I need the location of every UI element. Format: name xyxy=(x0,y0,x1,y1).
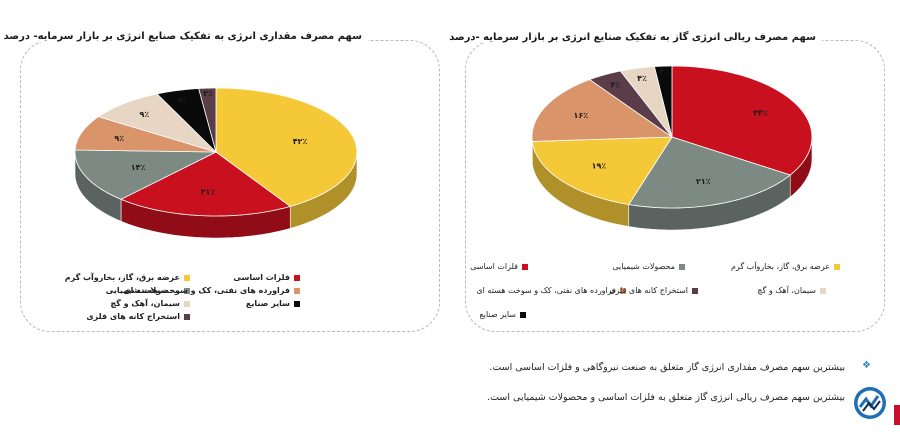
legend-swatch xyxy=(520,311,526,318)
note-text: بیشترین سهم مصرف ریالی انرژی گاز متعلق ب… xyxy=(487,392,845,403)
pie-data-label: ۵٪ xyxy=(178,96,188,105)
right-legend-item: استخراج کانه های فلزی xyxy=(609,286,698,295)
pie-data-label: ۴٪ xyxy=(637,74,647,83)
corner-accent xyxy=(894,405,900,425)
legend-label: محصولات شیمیایی xyxy=(612,262,675,271)
legend-label: سیمان، آهک و گچ xyxy=(757,286,816,295)
left-legend-item: فلزات اساسی xyxy=(233,273,300,282)
right-legend-item: محصولات شیمیایی xyxy=(612,262,685,271)
pie-slice xyxy=(120,151,292,217)
legend-swatch xyxy=(184,300,190,307)
pie-data-label: ۳۴٪ xyxy=(753,108,768,117)
legend-swatch xyxy=(620,287,626,294)
left-legend-item: استخراج کانه های فلزی xyxy=(86,312,190,321)
legend-label: فلزات اساسی xyxy=(233,273,290,282)
pie-slice xyxy=(74,149,217,200)
right-legend-item: عرضه برق، گاز، بخاروآب گرم xyxy=(731,262,840,271)
pie-data-label: ۹٪ xyxy=(140,110,150,119)
legend-label: استخراج کانه های فلزی xyxy=(609,286,688,295)
legend-label: فراورده های نفتی، کک و سوخت هسته ای xyxy=(123,286,290,295)
legend-label: سیمان، آهک و گچ xyxy=(110,299,180,308)
pie-slice xyxy=(531,136,673,205)
pie-data-label: ۲٪ xyxy=(659,68,669,77)
pie-slice xyxy=(198,87,217,153)
legend-swatch xyxy=(294,274,300,281)
right-legend-item: فراورده های نفتی، کک و سوخت هسته ای xyxy=(476,286,626,295)
pie-slice xyxy=(74,116,217,153)
pie-slice xyxy=(215,87,358,207)
brand-logo-icon xyxy=(854,387,886,419)
right-legend-item: سایر صنایع xyxy=(480,310,526,319)
legend-label: استخراج کانه های فلزی xyxy=(86,312,180,321)
pie-data-label: ۱۶٪ xyxy=(573,111,588,120)
legend-swatch xyxy=(834,263,840,270)
note-text: بیشترین سهم مصرف مقداری انرژی گاز متعلق … xyxy=(489,362,845,373)
pie-data-label: ۲٪ xyxy=(203,89,213,98)
right-legend-item: فلزات اساسی xyxy=(470,262,528,271)
pie-slice xyxy=(531,79,674,142)
pie-slice xyxy=(653,65,673,138)
pie-slice xyxy=(588,70,673,138)
legend-swatch xyxy=(294,287,300,294)
pie-data-label: ۲۱٪ xyxy=(696,177,711,186)
legend-label: عرضه برق، گاز، بخاروآب گرم xyxy=(64,273,180,282)
pie-data-label: ۱۹٪ xyxy=(592,162,607,171)
pie-slice xyxy=(671,65,813,176)
legend-swatch xyxy=(294,300,300,307)
pie-data-label: ۴۲٪ xyxy=(293,137,308,146)
pie-data-label: ۲۱٪ xyxy=(201,188,216,197)
legend-label: سایر صنایع xyxy=(245,299,290,308)
left-legend-item: سیمان، آهک و گچ xyxy=(110,299,190,308)
left-legend-item: عرضه برق، گاز، بخاروآب گرم xyxy=(65,273,190,282)
pie-slice xyxy=(97,93,217,153)
pie-data-label: ۹٪ xyxy=(114,134,124,143)
legend-label: محصولات شیمیایی xyxy=(105,286,180,295)
bullet-icon: ❖ xyxy=(862,360,871,371)
legend-label: عرضه برق، گاز، بخاروآب گرم xyxy=(730,262,830,271)
pie-data-label: ۴٪ xyxy=(610,81,620,90)
legend-label: فراورده های نفتی، کک و سوخت هسته ای xyxy=(476,286,616,295)
legend-swatch xyxy=(184,287,190,294)
legend-label: سایر صنایع xyxy=(479,310,516,319)
legend-swatch xyxy=(820,287,826,294)
left-chart-title: سهم مصرف مقداری انرژی به تفکیک صنایع انر… xyxy=(0,31,368,42)
pie-slice xyxy=(628,136,792,209)
legend-swatch xyxy=(692,287,698,294)
right-legend-item: سیمان، آهک و گچ xyxy=(757,286,826,295)
legend-swatch xyxy=(679,263,685,270)
legend-swatch xyxy=(184,313,190,320)
legend-swatch xyxy=(522,263,528,270)
left-legend-item: محصولات شیمیایی xyxy=(106,286,190,295)
legend-swatch xyxy=(184,274,190,281)
right-chart-title: سهم مصرف ریالی انرژی گاز به تفکیک صنایع … xyxy=(443,32,822,43)
pie-slice xyxy=(156,88,217,154)
left-legend-item: فراورده های نفتی، کک و سوخت هسته ای xyxy=(123,286,300,295)
pie-data-label: ۱۴٪ xyxy=(131,163,146,172)
legend-label: فلزات اساسی xyxy=(470,262,518,271)
left-legend-item: سایر صنایع xyxy=(246,299,300,308)
pie-slice xyxy=(619,66,673,138)
